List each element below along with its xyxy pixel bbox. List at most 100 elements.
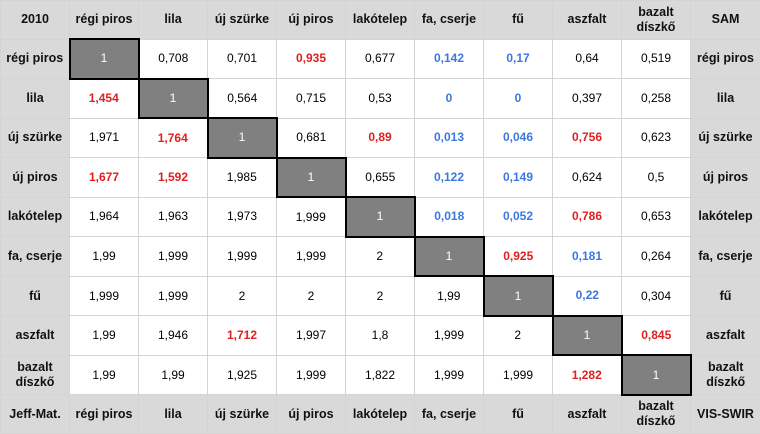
matrix-cell: 2 bbox=[484, 316, 553, 356]
matrix-cell: 2 bbox=[346, 276, 415, 316]
matrix-cell: 0,564 bbox=[208, 79, 277, 119]
matrix-cell: 1,925 bbox=[208, 355, 277, 395]
column-header: bazalt díszkő bbox=[622, 1, 691, 40]
row-header-left: fa, cserje bbox=[1, 237, 70, 277]
matrix-cell: 0,046 bbox=[484, 118, 553, 158]
column-footer: új szürke bbox=[208, 395, 277, 434]
row-header-left: lakótelep bbox=[1, 197, 70, 237]
row-header-right: bazalt díszkő bbox=[691, 355, 760, 395]
column-footer: aszfalt bbox=[553, 395, 622, 434]
row-header-left: régi piros bbox=[1, 39, 70, 79]
row-header-left: aszfalt bbox=[1, 316, 70, 356]
matrix-cell: 2 bbox=[346, 237, 415, 277]
diagonal-cell: 1 bbox=[346, 197, 415, 237]
matrix-cell: 1,999 bbox=[277, 355, 346, 395]
matrix-cell: 0,708 bbox=[139, 39, 208, 79]
matrix-cell: 1,964 bbox=[70, 197, 139, 237]
matrix-cell: 1,999 bbox=[484, 355, 553, 395]
column-footer: bazalt díszkő bbox=[622, 395, 691, 434]
column-header: lakótelep bbox=[346, 1, 415, 40]
matrix-cell: 1,971 bbox=[70, 118, 139, 158]
matrix-cell: 0,624 bbox=[553, 158, 622, 198]
matrix-cell: 0,258 bbox=[622, 79, 691, 119]
matrix-cell: 0,397 bbox=[553, 79, 622, 119]
matrix-cell: 0,122 bbox=[415, 158, 484, 198]
column-footer: fű bbox=[484, 395, 553, 434]
row-header-left: új szürke bbox=[1, 118, 70, 158]
matrix-cell: 1,282 bbox=[553, 355, 622, 395]
column-header: lila bbox=[139, 1, 208, 40]
matrix-cell: 1,997 bbox=[277, 316, 346, 356]
row-header-right: régi piros bbox=[691, 39, 760, 79]
row-header-right: lila bbox=[691, 79, 760, 119]
matrix-cell: 1,592 bbox=[139, 158, 208, 198]
diagonal-cell: 1 bbox=[70, 39, 139, 79]
column-footer: lila bbox=[139, 395, 208, 434]
matrix-cell: 0,22 bbox=[553, 276, 622, 316]
matrix-cell: 0,013 bbox=[415, 118, 484, 158]
matrix-cell: 1,99 bbox=[139, 355, 208, 395]
column-footer: fa, cserje bbox=[415, 395, 484, 434]
corner-method-jeff: Jeff-Mat. bbox=[1, 395, 70, 434]
matrix-cell: 0,756 bbox=[553, 118, 622, 158]
column-header: új szürke bbox=[208, 1, 277, 40]
matrix-cell: 0,715 bbox=[277, 79, 346, 119]
column-header: fa, cserje bbox=[415, 1, 484, 40]
matrix-cell: 1,999 bbox=[139, 276, 208, 316]
matrix-cell: 0,655 bbox=[346, 158, 415, 198]
matrix-cell: 1,985 bbox=[208, 158, 277, 198]
matrix-cell: 0,304 bbox=[622, 276, 691, 316]
matrix-cell: 1,99 bbox=[415, 276, 484, 316]
matrix-cell: 1,999 bbox=[277, 237, 346, 277]
matrix-cell: 0,935 bbox=[277, 39, 346, 79]
matrix-cell: 1,973 bbox=[208, 197, 277, 237]
matrix-cell: 2 bbox=[208, 276, 277, 316]
matrix-cell: 1,99 bbox=[70, 316, 139, 356]
matrix-cell: 1,99 bbox=[70, 237, 139, 277]
matrix-cell: 0,925 bbox=[484, 237, 553, 277]
matrix-cell: 1,8 bbox=[346, 316, 415, 356]
matrix-cell: 2 bbox=[277, 276, 346, 316]
matrix-cell: 0,018 bbox=[415, 197, 484, 237]
diagonal-cell: 1 bbox=[484, 276, 553, 316]
matrix-cell: 0,17 bbox=[484, 39, 553, 79]
diagonal-cell: 1 bbox=[622, 355, 691, 395]
diagonal-cell: 1 bbox=[208, 118, 277, 158]
column-footer: lakótelep bbox=[346, 395, 415, 434]
column-footer: régi piros bbox=[70, 395, 139, 434]
row-header-right: új szürke bbox=[691, 118, 760, 158]
matrix-cell: 0,052 bbox=[484, 197, 553, 237]
diagonal-cell: 1 bbox=[415, 237, 484, 277]
matrix-cell: 0,519 bbox=[622, 39, 691, 79]
matrix-cell: 0,681 bbox=[277, 118, 346, 158]
matrix-cell: 0,264 bbox=[622, 237, 691, 277]
matrix-cell: 1,712 bbox=[208, 316, 277, 356]
diagonal-cell: 1 bbox=[553, 316, 622, 356]
corner-method-sam: SAM bbox=[691, 1, 760, 40]
diagonal-cell: 1 bbox=[139, 79, 208, 119]
matrix-cell: 1,999 bbox=[139, 237, 208, 277]
matrix-cell: 0,845 bbox=[622, 316, 691, 356]
matrix-cell: 1,822 bbox=[346, 355, 415, 395]
diagonal-cell: 1 bbox=[277, 158, 346, 198]
matrix-cell: 1,946 bbox=[139, 316, 208, 356]
matrix-cell: 1,764 bbox=[139, 118, 208, 158]
row-header-left: új piros bbox=[1, 158, 70, 198]
matrix-cell: 0,181 bbox=[553, 237, 622, 277]
matrix-cell: 0,142 bbox=[415, 39, 484, 79]
matrix-cell: 0,89 bbox=[346, 118, 415, 158]
column-header: fű bbox=[484, 1, 553, 40]
matrix-cell: 1,999 bbox=[277, 197, 346, 237]
matrix-cell: 0,149 bbox=[484, 158, 553, 198]
matrix-cell: 0,786 bbox=[553, 197, 622, 237]
